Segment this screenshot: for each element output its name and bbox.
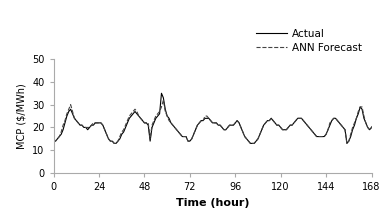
ANN Forecast <box>265 119 270 122</box>
Actual <box>241 131 245 133</box>
Actual <box>216 124 221 126</box>
Actual <box>51 140 56 142</box>
Actual <box>365 126 370 129</box>
ANN Forecast <box>214 122 219 124</box>
ANN Forecast <box>363 122 368 124</box>
ANN Forecast <box>51 140 56 142</box>
Line: ANN Forecast: ANN Forecast <box>54 98 383 150</box>
Line: Actual: Actual <box>54 93 383 150</box>
Y-axis label: MCP ($/MWh): MCP ($/MWh) <box>17 83 27 149</box>
Actual <box>65 115 69 117</box>
Actual <box>159 92 164 95</box>
ANN Forecast <box>65 112 69 115</box>
X-axis label: Time (hour): Time (hour) <box>176 198 249 208</box>
Actual <box>267 119 272 122</box>
ANN Forecast <box>239 126 243 129</box>
Legend: Actual, ANN Forecast: Actual, ANN Forecast <box>252 24 366 57</box>
ANN Forecast <box>335 119 340 122</box>
Actual <box>337 122 342 124</box>
